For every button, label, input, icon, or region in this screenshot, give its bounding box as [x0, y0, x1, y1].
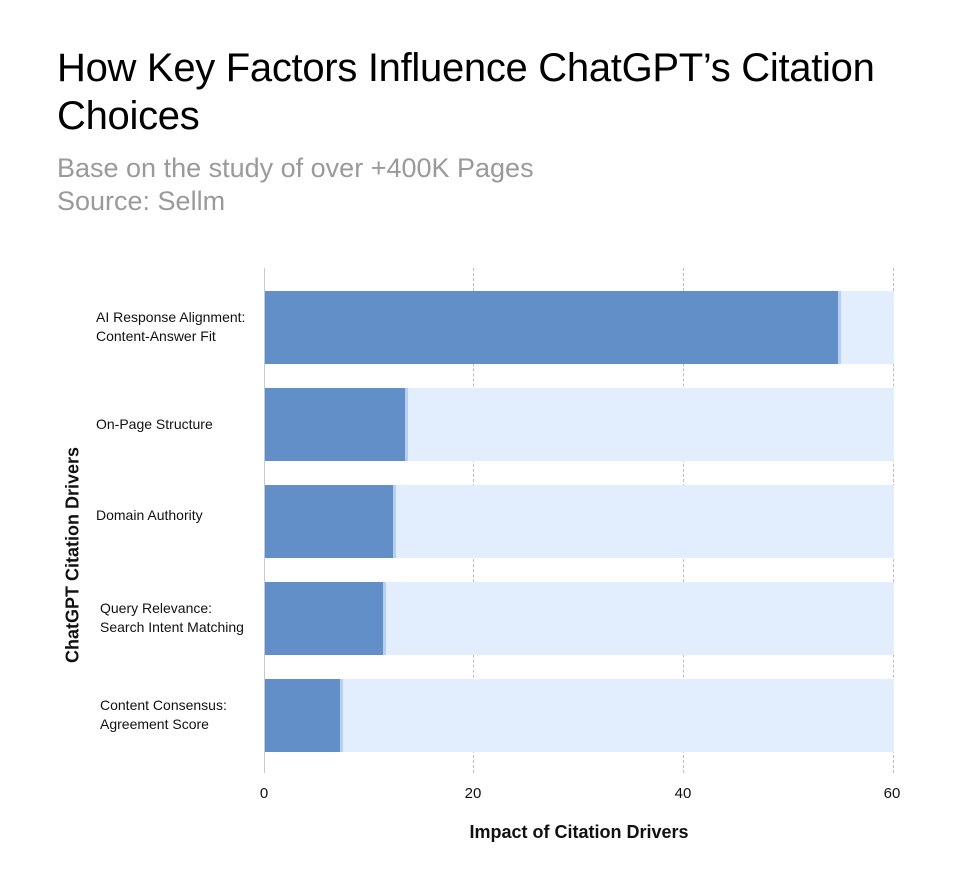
x-tick-60: 60 [883, 785, 901, 802]
category-label-content-consensus: Content Consensus: Agreement Score [100, 697, 227, 732]
subtitle-source: Source: Sellm [57, 186, 226, 216]
category-label-on-page-structure: On-Page Structure [96, 416, 213, 432]
y-axis-label: ChatGPT Citation Drivers [62, 446, 83, 664]
category-label-query-relevance: Query Relevance: Search Intent Matching [100, 600, 244, 635]
bar-track-1 [265, 388, 894, 461]
category-label-domain-authority: Domain Authority [96, 507, 203, 523]
bar-ai-response-alignment [265, 291, 842, 364]
bar-on-page-structure [265, 388, 409, 461]
x-tick-20: 20 [464, 785, 482, 802]
chart-subtitle: Base on the study of over +400K Pages So… [57, 152, 534, 218]
plot-area [264, 268, 894, 773]
bar-track-3 [265, 582, 894, 655]
bar-domain-authority [265, 485, 396, 558]
bar-track-0 [265, 291, 894, 364]
bar-content-consensus [265, 679, 344, 752]
bar-track-2 [265, 485, 894, 558]
x-axis-label: Impact of Citation Drivers [469, 822, 689, 842]
category-label-ai-response-alignment: AI Response Alignment: Content-Answer Fi… [96, 309, 246, 344]
y-axis-line [264, 268, 265, 773]
x-tick-0: 0 [259, 785, 269, 802]
x-tick-40: 40 [674, 785, 692, 802]
bar-track-4 [265, 679, 894, 752]
chart-title: How Key Factors Influence ChatGPT’s Cita… [57, 46, 875, 138]
bar-query-relevance [265, 582, 387, 655]
subtitle-study: Base on the study of over +400K Pages [57, 153, 534, 183]
